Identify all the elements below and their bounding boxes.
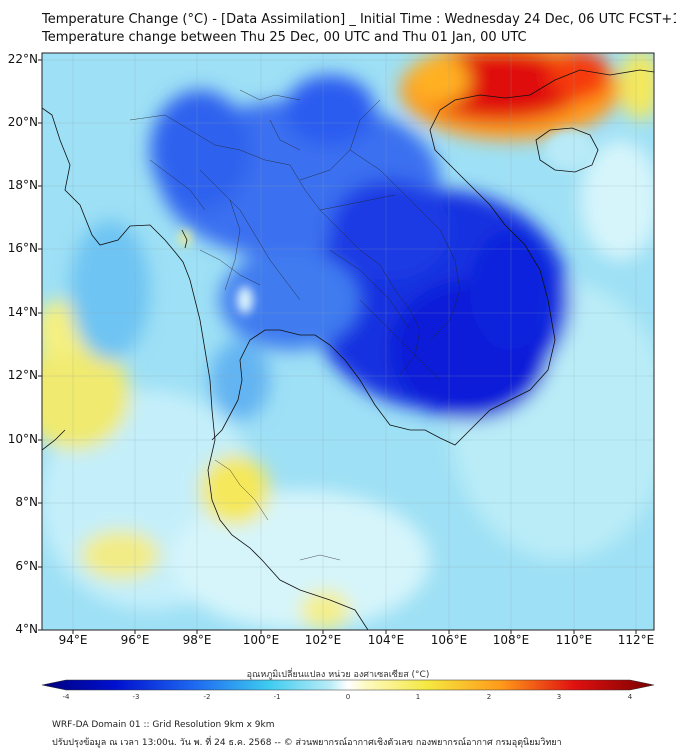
hainan-island xyxy=(535,127,599,173)
border-7 xyxy=(224,199,241,291)
lon-label-108e: 108°E xyxy=(492,633,530,647)
border-2 xyxy=(199,169,301,301)
colorbar xyxy=(41,679,655,691)
map-title: Temperature Change (°C) - [Data Assimila… xyxy=(42,12,676,27)
very-hot-region-east xyxy=(550,53,610,100)
colorbar-tick-2: 2 xyxy=(486,693,492,701)
border-9 xyxy=(359,299,441,381)
cool-region-north-east xyxy=(330,180,450,280)
cool-region-laos-north xyxy=(285,75,375,145)
cool-region-central xyxy=(220,250,360,350)
lon-label-94e: 94°E xyxy=(58,633,88,647)
colorbar-tick-m3: -3 xyxy=(132,693,140,701)
light-spot-hainan xyxy=(545,130,595,170)
andaman-coast xyxy=(42,107,369,630)
warm-spot-myanmar xyxy=(179,230,191,246)
lon-label-112e: 112°E xyxy=(617,633,655,647)
warm-region-northeast-edge xyxy=(620,53,654,120)
borders xyxy=(129,89,461,561)
lat-label-8n: 8°N xyxy=(15,495,38,509)
lat-label-12n: 12°N xyxy=(7,368,38,382)
colorbar-tick-4: 4 xyxy=(627,693,633,701)
island-west xyxy=(42,429,66,451)
warm-region-south xyxy=(300,590,350,630)
field-blobs xyxy=(42,53,654,630)
lat-label-16n: 16°N xyxy=(7,241,38,255)
field-details xyxy=(179,130,595,314)
border-13 xyxy=(214,459,269,521)
border-10 xyxy=(269,119,301,151)
coastlines xyxy=(42,69,654,630)
gulf-coast xyxy=(211,69,654,446)
lat-label-14n: 14°N xyxy=(7,305,38,319)
border-11 xyxy=(149,159,206,211)
colorbar-tick-m4: -4 xyxy=(62,693,70,701)
cool-region-vietnam xyxy=(470,230,550,350)
colorbar-tick-1: 1 xyxy=(415,693,421,701)
warm-region-southwest xyxy=(80,530,160,580)
cool-region-northwest xyxy=(150,90,250,210)
temperature-change-map xyxy=(38,52,655,634)
lat-label-6n: 6°N xyxy=(15,559,38,573)
colorbar-tick-0: 0 xyxy=(345,693,351,701)
footer-update-info: ปรับปรุงข้อมูล ณ เวลา 13:00น. วัน พ. ที่… xyxy=(52,738,562,748)
border-5 xyxy=(319,194,396,211)
lon-label-106e: 106°E xyxy=(430,633,468,647)
field-layer xyxy=(42,53,654,630)
border-4 xyxy=(349,149,461,341)
light-region-east xyxy=(580,140,654,260)
border-12 xyxy=(239,89,301,101)
cool-region-west xyxy=(70,220,150,360)
colorbar-tick-3: 3 xyxy=(556,693,562,701)
axis-ticks xyxy=(38,59,637,634)
light-spot-bangkok xyxy=(237,286,253,314)
lon-label-102e: 102°E xyxy=(304,633,342,647)
colorbar-tick-m2: -2 xyxy=(203,693,211,701)
lat-label-22n: 22°N xyxy=(7,52,38,66)
lat-label-10n: 10°N xyxy=(7,432,38,446)
lon-label-110e: 110°E xyxy=(555,633,593,647)
warm-region-west xyxy=(42,340,130,450)
border-14 xyxy=(299,554,341,561)
colorbar-strip xyxy=(41,679,655,691)
colorbar-tick-m1: -1 xyxy=(273,693,281,701)
lon-label-98e: 98°E xyxy=(182,633,212,647)
lon-label-96e: 96°E xyxy=(120,633,150,647)
border-6 xyxy=(199,249,261,286)
map-subtitle: Temperature change between Thu 25 Dec, 0… xyxy=(42,30,527,45)
plot-frame xyxy=(41,52,655,631)
border-8 xyxy=(329,249,411,331)
colorbar-label: อุณหภูมิเปลี่ยนแปลง หน่วย องศาเซลเซียส (… xyxy=(246,670,430,680)
island-coast xyxy=(181,229,188,249)
warm-region-peninsula xyxy=(200,455,270,525)
hot-region-west xyxy=(410,55,470,105)
graticule xyxy=(42,53,654,630)
footer-model-info: WRF-DA Domain 01 :: Grid Resolution 9km … xyxy=(52,720,275,730)
lon-label-100e: 100°E xyxy=(242,633,280,647)
lat-label-18n: 18°N xyxy=(7,178,38,192)
lat-label-20n: 20°N xyxy=(7,115,38,129)
lon-label-104e: 104°E xyxy=(367,633,405,647)
cool-region-gulf-west xyxy=(210,340,270,420)
lat-label-4n: 4°N xyxy=(15,622,38,636)
